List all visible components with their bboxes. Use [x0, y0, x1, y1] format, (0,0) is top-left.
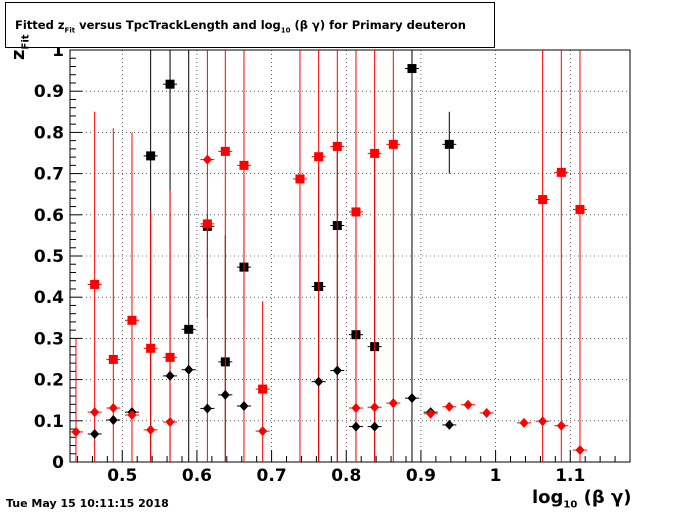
chart-title: Fitted zFit versus TpcTrackLength and lo… — [15, 18, 466, 35]
data-point-diamond — [202, 403, 212, 414]
data-point-square — [332, 141, 342, 151]
y-tick-label: 0.9 — [34, 82, 64, 102]
y-tick-label: 0 — [52, 453, 64, 473]
y-tick-label: 0.4 — [34, 288, 64, 308]
y-tick-label: 0.3 — [34, 329, 64, 349]
data-point-square — [575, 204, 585, 214]
y-tick-label: 0.8 — [34, 123, 64, 143]
data-point-diamond — [314, 376, 324, 387]
data-point-square — [184, 324, 194, 334]
data-point-square — [127, 315, 137, 325]
x-axis-label: log10 (β γ) — [532, 487, 632, 511]
data-point-square — [295, 174, 305, 184]
data-point-diamond — [444, 401, 454, 412]
data-point-diamond — [165, 417, 175, 428]
x-tick-label: 1.1 — [555, 466, 585, 486]
data-point-square — [388, 139, 398, 149]
data-point-diamond — [370, 421, 380, 432]
data-point-diamond — [556, 420, 566, 431]
timestamp: Tue May 15 10:11:15 2018 — [6, 497, 169, 510]
data-point-diamond — [351, 403, 361, 414]
x-tick-label: 0.6 — [182, 466, 212, 486]
data-point-square — [90, 279, 100, 289]
data-point-diamond — [426, 408, 436, 419]
y-tick-label: 0.2 — [34, 371, 64, 391]
data-point-diamond — [538, 416, 548, 427]
x-tick-label: 0.7 — [257, 466, 287, 486]
data-point-diamond — [482, 407, 492, 418]
data-point-diamond — [108, 403, 118, 414]
data-point-square — [202, 219, 212, 229]
data-point-square — [258, 384, 268, 394]
data-point-diamond — [184, 364, 194, 375]
data-point-diamond — [351, 421, 361, 432]
data-point-diamond — [575, 445, 585, 456]
data-point-square — [146, 151, 156, 161]
data-point-diamond — [370, 402, 380, 413]
data-point-diamond — [388, 398, 398, 409]
x-tick-label: 0.8 — [331, 466, 361, 486]
data-point-square — [314, 152, 324, 162]
data-point-diamond — [332, 365, 342, 376]
y-tick-label: 0.5 — [34, 247, 64, 267]
data-point-diamond — [146, 424, 156, 435]
data-point-square — [351, 207, 361, 217]
data-point-diamond — [127, 410, 137, 421]
data-point-diamond — [463, 399, 473, 410]
data-point-diamond — [202, 154, 212, 165]
data-point-diamond — [239, 400, 249, 411]
y-tick-label: 0.6 — [34, 206, 64, 226]
y-axis-label: zFit — [8, 34, 32, 60]
data-point-diamond — [165, 370, 175, 381]
data-point-square — [239, 160, 249, 170]
data-point-square — [220, 146, 230, 156]
x-tick-label: 0.5 — [107, 466, 137, 486]
data-point-diamond — [90, 407, 100, 418]
data-point-square — [370, 148, 380, 158]
data-point-square — [165, 352, 175, 362]
y-tick-label: 0.1 — [34, 412, 64, 432]
data-point-diamond — [407, 393, 417, 404]
data-point-square — [556, 167, 566, 177]
data-point-square — [108, 354, 118, 364]
x-tick-label: 0.9 — [406, 466, 436, 486]
data-point-diamond — [90, 428, 100, 439]
data-point-square — [165, 79, 175, 89]
data-point-square — [538, 195, 548, 205]
x-tick-label: 1 — [490, 466, 502, 486]
data-point-square — [146, 343, 156, 353]
y-tick-label: 0.7 — [34, 165, 64, 185]
title-box: Fitted zFit versus TpcTrackLength and lo… — [5, 2, 495, 48]
data-point-diamond — [519, 417, 529, 428]
y-tick-label: 1 — [52, 41, 64, 61]
data-point-diamond — [258, 426, 268, 437]
data-point-diamond — [108, 414, 118, 425]
data-point-square — [407, 64, 417, 74]
data-point-diamond — [444, 419, 454, 430]
data-point-diamond — [220, 389, 230, 400]
data-point-square — [444, 139, 454, 149]
data-point-diamond — [71, 426, 81, 437]
